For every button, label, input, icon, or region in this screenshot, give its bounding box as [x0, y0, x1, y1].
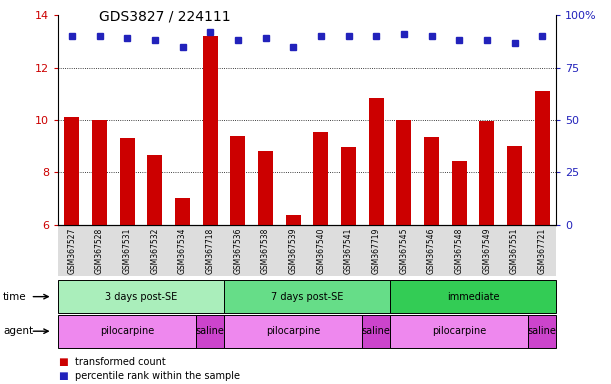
Bar — [397, 120, 411, 225]
Text: saline: saline — [196, 326, 225, 336]
Bar — [507, 146, 522, 225]
Text: immediate: immediate — [447, 291, 499, 302]
Text: pilocarpine: pilocarpine — [432, 326, 486, 336]
Text: time: time — [3, 291, 27, 302]
Text: GDS3827 / 224111: GDS3827 / 224111 — [99, 10, 231, 23]
Bar — [230, 136, 246, 225]
Text: percentile rank within the sample: percentile rank within the sample — [75, 371, 240, 381]
Bar — [175, 199, 190, 225]
Bar — [341, 147, 356, 225]
Bar — [92, 120, 107, 225]
Bar — [64, 118, 79, 225]
Text: saline: saline — [528, 326, 557, 336]
Bar — [479, 121, 494, 225]
Bar — [258, 151, 273, 225]
Text: pilocarpine: pilocarpine — [100, 326, 155, 336]
Bar — [120, 138, 135, 225]
Text: 3 days post-SE: 3 days post-SE — [105, 291, 177, 302]
Bar — [285, 215, 301, 225]
Text: saline: saline — [362, 326, 390, 336]
Bar — [147, 155, 163, 225]
Text: agent: agent — [3, 326, 33, 336]
Text: transformed count: transformed count — [75, 357, 166, 367]
Bar — [424, 137, 439, 225]
Bar — [368, 98, 384, 225]
Bar — [203, 36, 218, 225]
Bar — [452, 161, 467, 225]
Text: 7 days post-SE: 7 days post-SE — [271, 291, 343, 302]
Bar — [535, 91, 550, 225]
Text: ■: ■ — [58, 371, 68, 381]
Text: pilocarpine: pilocarpine — [266, 326, 320, 336]
Text: ■: ■ — [58, 357, 68, 367]
Bar — [313, 132, 329, 225]
